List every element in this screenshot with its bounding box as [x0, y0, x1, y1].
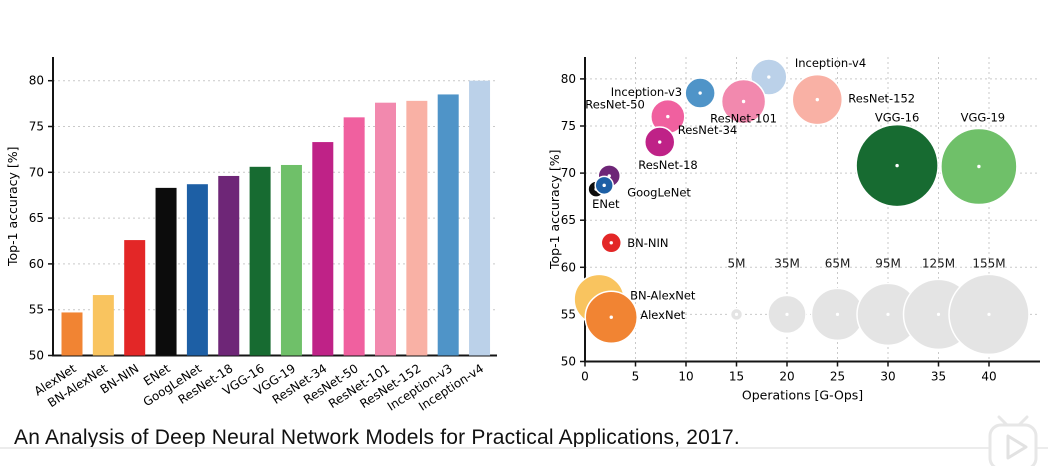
bar-ResNet-34	[312, 142, 334, 356]
tv-play-icon	[988, 415, 1038, 466]
bar-GoogLeNet	[186, 184, 208, 356]
bar-ResNet-101	[375, 102, 396, 356]
bottom-separator	[0, 447, 1048, 449]
right-y-tick: 60	[561, 260, 576, 274]
left-y-axis-title: Top-1 accuracy [%]	[5, 146, 20, 267]
bar-AlexNet	[61, 312, 83, 356]
bar-Inception-v4	[469, 80, 491, 356]
accuracy-vs-operations-bubble-chart: 0 5 10 15 20 25 30 35 40 50 55 60 65 70 75 80 Operations…	[547, 56, 1040, 403]
bubble-label-ResNet-18: ResNet-18	[638, 158, 698, 172]
right-x-tick: 0	[581, 370, 589, 384]
right-x-tick: 10	[678, 370, 693, 384]
bar-ENet	[155, 187, 177, 356]
bar-BN-AlexNet	[92, 295, 114, 356]
left-y-tick: 50	[29, 349, 44, 363]
bubble-label-ResNet-50: ResNet-50	[585, 98, 645, 112]
bubble-label-VGG-19: VGG-19	[961, 111, 1005, 125]
bubble-label-ResNet-101: ResNet-101	[710, 112, 777, 126]
right-y-tick: 65	[561, 213, 576, 227]
bar-ResNet-18	[218, 175, 240, 356]
right-x-tick: 5	[632, 370, 640, 384]
bar-ResNet-152	[406, 100, 428, 356]
right-y-tick: 80	[561, 72, 576, 86]
right-x-tick: 35	[931, 370, 946, 384]
left-y-tick: 80	[29, 74, 44, 88]
bubble-label-AlexNet: AlexNet	[640, 308, 685, 322]
bubble-label-Inception-v4: Inception-v4	[795, 56, 866, 70]
size-legend-label: 5M	[728, 256, 746, 270]
size-legend-label: 155M	[972, 256, 1005, 270]
size-legend-label: 65M	[825, 256, 851, 270]
right-y-tick: 70	[561, 166, 576, 180]
right-x-tick: 30	[880, 370, 895, 384]
bubble-label-ENet: ENet	[592, 197, 620, 211]
bar-Inception-v3	[437, 94, 459, 356]
figure-caption: An Analysis of Deep Neural Network Model…	[14, 426, 740, 449]
left-y-tick: 55	[29, 303, 44, 317]
right-y-tick: 50	[561, 355, 576, 369]
bubble-label-BN-NIN: BN-NIN	[627, 236, 668, 250]
size-legend-label: 95M	[875, 256, 901, 270]
bubble-label-BN-AlexNet: BN-AlexNet	[630, 288, 696, 302]
bubble-label-ResNet-152: ResNet-152	[848, 92, 915, 106]
bar-ResNet-50	[343, 117, 365, 356]
right-x-tick: 15	[729, 370, 744, 384]
right-x-tick: 25	[830, 370, 845, 384]
bubble-label-ResNet-34: ResNet-34	[678, 123, 738, 137]
right-y-axis-title: Top-1 accuracy [%]	[547, 149, 562, 270]
left-y-tick: 70	[29, 165, 44, 179]
bar-BN-NIN	[124, 240, 146, 356]
right-x-tick: 20	[779, 370, 794, 384]
left-y-tick: 60	[29, 257, 44, 271]
bubble-label-GoogLeNet: GoogLeNet	[627, 185, 691, 199]
bubble-label-VGG-16: VGG-16	[875, 111, 919, 125]
right-y-tick: 55	[561, 307, 576, 321]
size-legend-label: 35M	[774, 256, 800, 270]
size-legend-label: 125M	[922, 256, 955, 270]
bubble-label-Inception-v3: Inception-v3	[611, 85, 682, 99]
right-y-tick: 75	[561, 119, 576, 133]
bar-VGG-16	[249, 166, 271, 356]
right-x-tick: 40	[981, 370, 996, 384]
left-y-tick: 75	[29, 120, 44, 134]
bar-VGG-19	[280, 164, 302, 356]
left-y-tick: 65	[29, 211, 44, 225]
right-x-axis-title: Operations [G-Ops]	[742, 388, 863, 403]
